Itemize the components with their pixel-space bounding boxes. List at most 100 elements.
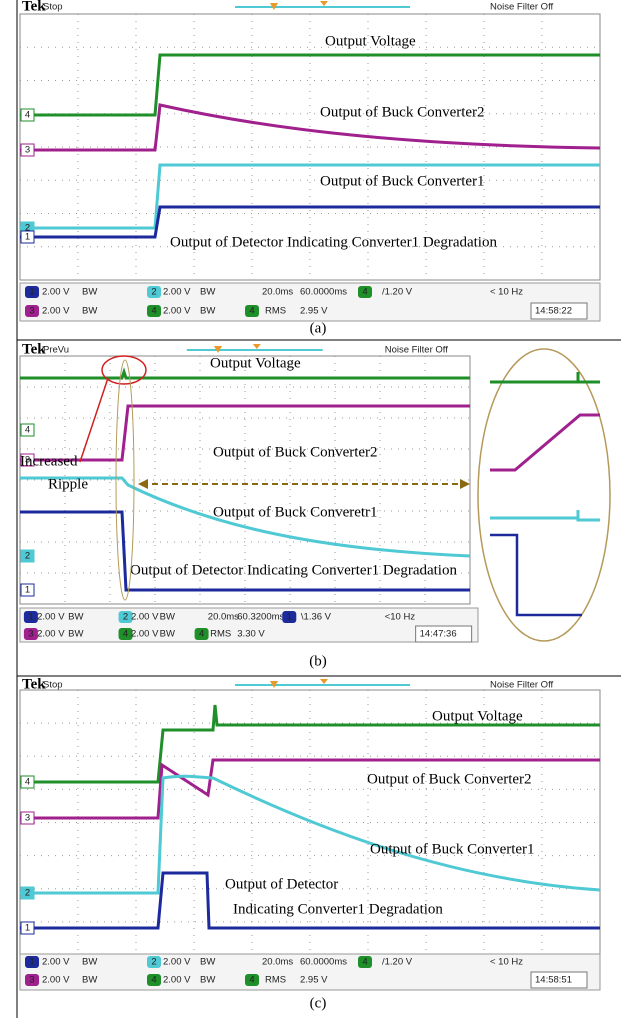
readout-value: BW xyxy=(82,957,97,968)
badge-label: 1 xyxy=(29,287,34,298)
scope-panel: TekStopNoise Filter Off4321Output Voltag… xyxy=(20,0,600,336)
readout-value: < 10 Hz xyxy=(490,287,523,298)
readout-value: \1.36 V xyxy=(301,612,332,623)
filter-status: Noise Filter Off xyxy=(490,680,554,691)
filter-status: Noise Filter Off xyxy=(385,345,449,356)
channel-label: 1 xyxy=(25,923,30,934)
readout-value: 2.00 V xyxy=(37,629,65,640)
annotation: Output Voltage xyxy=(325,33,416,49)
readout-value: 2.00 V xyxy=(131,629,159,640)
readout-value: BW xyxy=(200,957,215,968)
readout-value: RMS xyxy=(210,629,231,640)
channel-label: 1 xyxy=(25,585,30,596)
badge-label: 2 xyxy=(151,287,156,298)
readout-value: BW xyxy=(68,612,83,623)
badge-label: 3 xyxy=(28,629,33,640)
channel-label: 4 xyxy=(25,425,30,436)
annotation: Output Voltage xyxy=(432,708,523,724)
caption: (b) xyxy=(309,653,327,669)
badge-label: 2 xyxy=(151,957,156,968)
readout-value: 2.00 V xyxy=(163,957,191,968)
readout-value: BW xyxy=(68,629,83,640)
readout-value: 20.0ms xyxy=(262,287,293,298)
annotation: Increased xyxy=(20,453,78,469)
readout-value: /1.20 V xyxy=(382,287,413,298)
readout-value: 2.00 V xyxy=(163,306,191,317)
annotation: Output of Detector xyxy=(225,876,338,892)
annotation: Output of Buck Converetr1 xyxy=(213,504,378,520)
badge-label: 2 xyxy=(123,612,128,623)
channel-label: 2 xyxy=(25,551,30,562)
caption: (c) xyxy=(310,995,327,1011)
annotation: Output of Buck Converter2 xyxy=(320,104,485,120)
readout-value: BW xyxy=(82,975,97,986)
readout-value: 14:47:36 xyxy=(420,629,457,640)
readout-value: 2.00 V xyxy=(42,287,70,298)
readout-value: RMS xyxy=(265,975,286,986)
channel-label: 2 xyxy=(25,888,30,899)
badge-label: 4 xyxy=(362,957,367,968)
annotation: Output Voltage xyxy=(210,355,301,371)
readout-value: RMS xyxy=(265,306,286,317)
badge-label: 4 xyxy=(123,629,128,640)
status: Stop xyxy=(43,2,63,13)
readout-value: 2.00 V xyxy=(37,612,65,623)
badge-label: 1 xyxy=(28,612,33,623)
status: Stop xyxy=(43,680,63,691)
badge-label: 4 xyxy=(362,287,367,298)
readout-value: /1.20 V xyxy=(382,957,413,968)
status: PreVu xyxy=(43,345,69,356)
readout-value: 2.00 V xyxy=(42,975,70,986)
readout-value: 2.95 V xyxy=(300,975,328,986)
readout-value: 2.00 V xyxy=(163,287,191,298)
channel-label: 4 xyxy=(25,110,30,121)
readout-value: BW xyxy=(200,306,215,317)
readout-value: 60.0000ms xyxy=(300,957,347,968)
annotation: Output of Buck Converter2 xyxy=(367,771,532,787)
badge-label: 4 xyxy=(249,975,254,986)
readout-value: < 10 Hz xyxy=(490,957,523,968)
readout-value: BW xyxy=(160,612,175,623)
readout-value: 14:58:22 xyxy=(535,306,572,317)
badge-label: 1 xyxy=(29,957,34,968)
readout-value: BW xyxy=(82,287,97,298)
readout-value: 2.00 V xyxy=(163,975,191,986)
badge-label: 4 xyxy=(151,975,156,986)
filter-status: Noise Filter Off xyxy=(490,2,554,13)
badge-label: 4 xyxy=(151,306,156,317)
readout-value: 2.95 V xyxy=(300,306,328,317)
scope-panel: TekStopNoise Filter Off4321Output Voltag… xyxy=(20,676,600,1011)
readout-value: 20.0ms xyxy=(262,957,293,968)
channel-label: 3 xyxy=(25,813,30,824)
channel-label: 3 xyxy=(25,145,30,156)
badge-label: 3 xyxy=(29,306,34,317)
annotation: Output of Buck Converter1 xyxy=(370,841,535,857)
channel-label: 1 xyxy=(25,232,30,243)
readout-value: BW xyxy=(200,975,215,986)
badge-label: 1 xyxy=(287,612,292,623)
readout-value: 3.30 V xyxy=(237,629,265,640)
readout-value: BW xyxy=(82,306,97,317)
badge-label: 4 xyxy=(249,306,254,317)
readout-value: <10 Hz xyxy=(385,612,416,623)
annotation: Output of Buck Converter2 xyxy=(213,444,378,460)
readout-value: 60.3200ms xyxy=(237,612,284,623)
readout-value: BW xyxy=(200,287,215,298)
readout-value: 2.00 V xyxy=(42,957,70,968)
badge-label: 3 xyxy=(29,975,34,986)
annotation: Output of Detector Indicating Converter1… xyxy=(130,562,457,578)
annotation: Output of Buck Converter1 xyxy=(320,173,485,189)
readout-value: BW xyxy=(160,629,175,640)
annotation: Ripple xyxy=(48,476,88,492)
readout-value: 2.00 V xyxy=(131,612,159,623)
annotation: Indicating Converter1 Degradation xyxy=(233,901,443,917)
readout-value: 60.0000ms xyxy=(300,287,347,298)
zoom-inset xyxy=(478,349,610,641)
caption: (a) xyxy=(310,320,327,336)
readout-value: 14:58:51 xyxy=(535,975,572,986)
readout-value: 2.00 V xyxy=(42,306,70,317)
readout-value: 20.0ms xyxy=(208,612,239,623)
badge-label: 4 xyxy=(199,629,204,640)
annotation: Output of Detector Indicating Converter1… xyxy=(170,234,497,250)
